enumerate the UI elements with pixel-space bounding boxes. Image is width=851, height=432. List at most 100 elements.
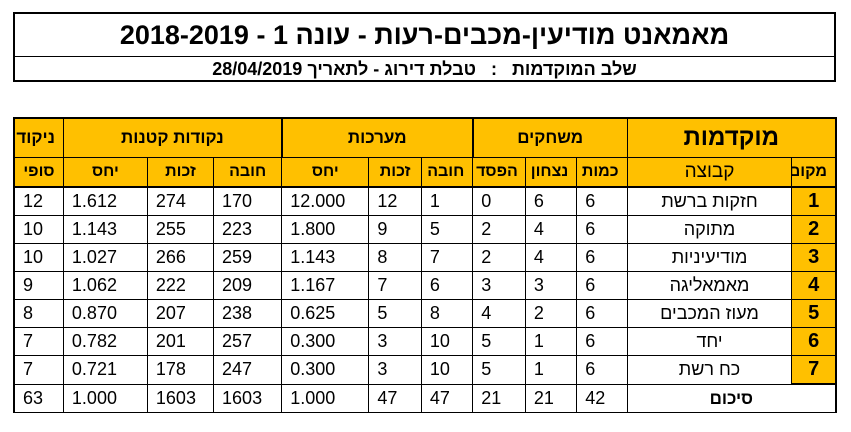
table-row: 5 מעוז המכבים 6 2 4 8 5 0.625 238 207 0.… — [12, 299, 838, 328]
row-amount: 6 — [576, 271, 628, 300]
summary-amount: 42 — [576, 383, 628, 413]
row-sets-credit: 3 — [368, 355, 422, 385]
row-win: 6 — [524, 186, 578, 216]
title-box: מאמאנט מודיעין-מכבים-רעות - עונה 1 - 201… — [13, 12, 836, 82]
row-sets-ratio: 12.000 — [281, 186, 370, 216]
row-place: 2 — [791, 215, 838, 244]
table-row: 6 יחד 6 1 5 10 3 0.300 257 201 0.782 7 — [12, 327, 838, 356]
row-final: 10 — [12, 215, 64, 244]
page-subtitle: שלב המוקדמות : טבלת דירוג - לתאריך 28/04… — [212, 59, 637, 79]
table-row: 7 כח רשת 6 1 5 10 3 0.300 247 178 0.721 … — [12, 355, 838, 385]
row-sets-credit: 3 — [368, 327, 422, 356]
row-sets-debit: 6 — [420, 271, 474, 300]
row-points-ratio: 1.027 — [62, 243, 148, 272]
row-final: 7 — [12, 355, 64, 385]
page-title: מאמאנט מודיעין-מכבים-רעות - עונה 1 - 201… — [15, 14, 834, 57]
col-header-team: קבוצה — [626, 157, 793, 188]
row-sets-credit: 7 — [368, 271, 422, 300]
row-amount: 6 — [576, 327, 628, 356]
row-place: 1 — [791, 186, 838, 216]
row-sets-ratio: 1.167 — [281, 271, 370, 300]
row-sets-credit: 5 — [368, 299, 422, 328]
row-team: מתוקה — [626, 215, 793, 244]
col-header-amount: כמות — [576, 157, 628, 188]
final-score-header: ניקוד — [12, 117, 64, 158]
summary-sets-ratio: 1.000 — [281, 383, 370, 413]
summary-row: סיכום 42 21 21 47 47 1.000 1603 1603 1.0… — [12, 383, 837, 413]
row-final: 12 — [12, 186, 64, 216]
row-loss: 5 — [472, 355, 526, 385]
group-header-games: משחקים — [472, 117, 628, 158]
section-title: מוקדמות — [626, 117, 837, 158]
row-points-ratio: 1.062 — [62, 271, 148, 300]
row-win: 4 — [524, 215, 578, 244]
row-sets-credit: 8 — [368, 243, 422, 272]
summary-points-ratio: 1.000 — [62, 383, 148, 413]
row-final: 9 — [12, 271, 64, 300]
row-sets-debit: 8 — [420, 299, 474, 328]
table-row: 1 חזקות ברשת 6 6 0 1 12 12.000 170 274 1… — [12, 186, 838, 216]
col-header-sets-credit: זכות — [368, 157, 422, 188]
row-loss: 4 — [472, 299, 526, 328]
summary-sets-debit: 47 — [420, 383, 474, 413]
summary-points-credit: 1603 — [146, 383, 215, 413]
group-header-points: נקודות קטנות — [62, 117, 283, 158]
row-loss: 3 — [472, 271, 526, 300]
row-sets-ratio: 1.800 — [281, 215, 370, 244]
row-sets-ratio: 0.300 — [281, 327, 370, 356]
row-points-debit: 209 — [213, 271, 283, 300]
row-points-credit: 222 — [146, 271, 215, 300]
row-amount: 6 — [576, 215, 628, 244]
row-points-credit: 201 — [146, 327, 215, 356]
row-sets-ratio: 0.625 — [281, 299, 370, 328]
row-loss: 0 — [472, 186, 526, 216]
row-amount: 6 — [576, 299, 628, 328]
row-points-credit: 178 — [146, 355, 215, 385]
row-points-debit: 257 — [213, 327, 283, 356]
row-points-debit: 223 — [213, 215, 283, 244]
table-row: 2 מתוקה 6 4 2 5 9 1.800 223 255 1.143 10 — [12, 215, 838, 244]
row-loss: 2 — [472, 215, 526, 244]
row-place: 7 — [791, 355, 838, 385]
row-points-credit: 207 — [146, 299, 215, 328]
row-points-credit: 274 — [146, 186, 215, 216]
row-points-ratio: 1.143 — [62, 215, 148, 244]
row-place: 3 — [791, 243, 838, 272]
col-header-points-debit: חובה — [213, 157, 283, 188]
col-header-points-credit: זכות — [146, 157, 215, 188]
row-points-debit: 247 — [213, 355, 283, 385]
row-points-debit: 238 — [213, 299, 283, 328]
summary-sets-credit: 47 — [368, 383, 422, 413]
summary-final: 63 — [12, 383, 64, 413]
row-final: 8 — [12, 299, 64, 328]
row-win: 3 — [524, 271, 578, 300]
row-win: 1 — [524, 327, 578, 356]
row-loss: 2 — [472, 243, 526, 272]
row-sets-debit: 10 — [420, 327, 474, 356]
row-points-ratio: 0.782 — [62, 327, 148, 356]
row-points-ratio: 1.612 — [62, 186, 148, 216]
table-row: 3 מודיעיניות 6 4 2 7 8 1.143 259 266 1.0… — [12, 243, 838, 272]
col-header-sets-ratio: יחס — [281, 157, 370, 188]
row-sets-debit: 1 — [420, 186, 474, 216]
row-team: יחד — [626, 327, 793, 356]
row-amount: 6 — [576, 355, 628, 385]
row-sets-credit: 12 — [368, 186, 422, 216]
col-header-final: סופי — [12, 157, 64, 188]
row-sets-debit: 7 — [420, 243, 474, 272]
row-amount: 6 — [576, 243, 628, 272]
row-win: 1 — [524, 355, 578, 385]
row-team: מודיעיניות — [626, 243, 793, 272]
header-row-groups: מוקדמות משחקים מערכות נקודות קטנות ניקוד — [12, 117, 837, 158]
col-header-loss: הפסד — [472, 157, 526, 188]
summary-label: סיכום — [626, 383, 837, 413]
row-points-credit: 266 — [146, 243, 215, 272]
summary-loss: 21 — [472, 383, 526, 413]
row-sets-ratio: 0.300 — [281, 355, 370, 385]
row-win: 4 — [524, 243, 578, 272]
row-win: 2 — [524, 299, 578, 328]
standings-table: מוקדמות משחקים מערכות נקודות קטנות ניקוד… — [12, 117, 838, 413]
row-points-credit: 255 — [146, 215, 215, 244]
row-team: חזקות ברשת — [626, 186, 793, 216]
col-header-sets-debit: חובה — [420, 157, 474, 188]
